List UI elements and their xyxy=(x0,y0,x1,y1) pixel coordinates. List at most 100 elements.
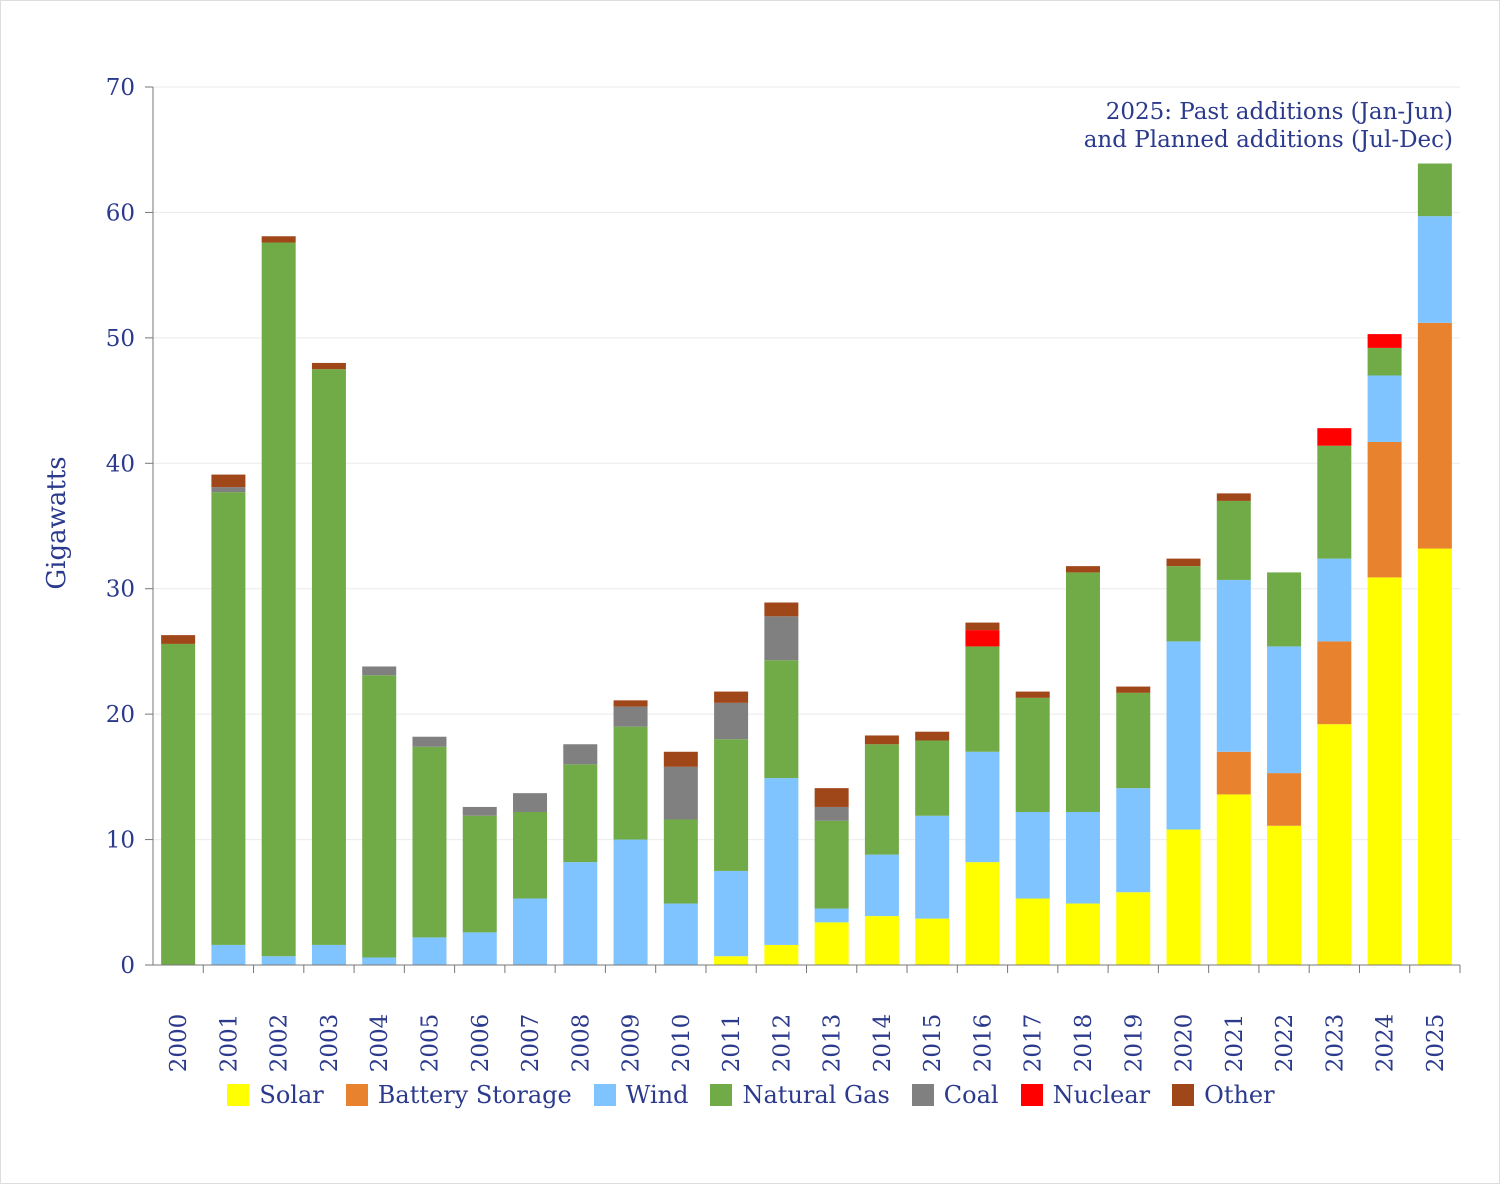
legend-swatch xyxy=(593,1084,616,1106)
bar-segment-solar-2018 xyxy=(1065,903,1100,965)
bar-segment-other-2017 xyxy=(1015,691,1050,698)
bar-segment-nuclear-2023 xyxy=(1317,428,1352,446)
x-tick-label: 2015 xyxy=(920,1014,946,1073)
bar-segment-other-2016 xyxy=(965,622,1000,631)
bar-segment-other-2011 xyxy=(714,691,749,703)
bar-segment-wind-2005 xyxy=(412,937,447,965)
x-tick-label: 2008 xyxy=(568,1014,594,1073)
bar-segment-natural-gas-2025 xyxy=(1417,163,1452,217)
x-tick-label: 2006 xyxy=(468,1014,494,1073)
y-tick-label: 10 xyxy=(106,828,135,854)
bar-segment-solar-2017 xyxy=(1015,898,1050,965)
bar-segment-other-2019 xyxy=(1116,686,1151,693)
x-tick-label: 2013 xyxy=(820,1014,846,1073)
legend-label: Battery Storage xyxy=(377,1081,572,1109)
x-tick-label: 2011 xyxy=(719,1014,745,1073)
bar-segment-wind-2001 xyxy=(211,944,246,965)
bar-segment-natural-gas-2023 xyxy=(1317,445,1352,559)
bar-segment-wind-2016 xyxy=(965,751,1000,863)
bar-segment-coal-2012 xyxy=(764,616,799,661)
legend-swatch xyxy=(227,1084,250,1106)
annotation-line-1: 2025: Past additions (Jan-Jun) xyxy=(1106,99,1453,125)
bar-segment-other-2001 xyxy=(211,474,246,488)
bar-segment-wind-2025 xyxy=(1417,216,1452,323)
bar-segment-natural-gas-2018 xyxy=(1065,572,1100,812)
bar-segment-natural-gas-2009 xyxy=(613,726,648,840)
bar-segment-natural-gas-2016 xyxy=(965,646,1000,752)
x-tick-label: 2001 xyxy=(216,1014,242,1073)
legend-swatch xyxy=(1020,1084,1043,1106)
bar-segment-other-2018 xyxy=(1065,566,1100,573)
legend-item: Wind xyxy=(593,1081,689,1109)
bar-segment-other-2010 xyxy=(663,751,698,767)
bar-segment-natural-gas-2021 xyxy=(1216,500,1251,580)
bar-segment-natural-gas-2017 xyxy=(1015,697,1050,812)
bar-segment-other-2014 xyxy=(864,735,899,745)
y-tick-label: 40 xyxy=(106,451,135,477)
x-tick-label: 2002 xyxy=(267,1014,293,1073)
x-tick-label: 2000 xyxy=(166,1014,192,1073)
bar-segment-natural-gas-2008 xyxy=(563,764,598,863)
x-tick-label: 2005 xyxy=(417,1014,443,1073)
x-tick-label: 2023 xyxy=(1322,1014,1348,1073)
bar-segment-wind-2009 xyxy=(613,839,648,965)
bar-segment-wind-2023 xyxy=(1317,558,1352,642)
bar-segment-coal-2009 xyxy=(613,706,648,727)
bar-segment-natural-gas-2011 xyxy=(714,739,749,871)
x-tick-label: 2012 xyxy=(769,1014,795,1073)
bar-segment-coal-2010 xyxy=(663,766,698,820)
bar-segment-solar-2015 xyxy=(915,918,950,965)
bar-segment-natural-gas-2022 xyxy=(1267,572,1302,647)
x-tick-label: 2003 xyxy=(317,1014,343,1073)
bar-segment-solar-2022 xyxy=(1267,825,1302,965)
x-tick-label: 2004 xyxy=(367,1014,393,1073)
bar-segment-coal-2013 xyxy=(814,806,849,821)
bar-segment-solar-2012 xyxy=(764,944,799,965)
x-tick-label: 2010 xyxy=(669,1014,695,1073)
legend-item: Battery Storage xyxy=(345,1081,572,1109)
bar-segment-coal-2006 xyxy=(462,806,497,816)
legend-item: Natural Gas xyxy=(710,1081,890,1109)
bar-segment-wind-2004 xyxy=(362,957,397,965)
bar-segment-wind-2014 xyxy=(864,854,899,917)
bar-segment-solar-2011 xyxy=(714,956,749,965)
bar-segment-nuclear-2024 xyxy=(1367,334,1402,348)
bar-segment-natural-gas-2006 xyxy=(462,815,497,933)
bar-segment-natural-gas-2014 xyxy=(864,744,899,855)
bar-segment-other-2000 xyxy=(161,635,196,644)
x-tick-label: 2018 xyxy=(1071,1014,1097,1073)
x-tick-label: 2021 xyxy=(1222,1014,1248,1073)
bar-segment-natural-gas-2004 xyxy=(362,675,397,958)
bar-segment-other-2002 xyxy=(261,236,296,243)
bar-segment-solar-2014 xyxy=(864,916,899,965)
y-tick-label: 0 xyxy=(120,953,135,979)
x-tick-label: 2022 xyxy=(1272,1014,1298,1073)
bar-segment-battery-storage-2024 xyxy=(1367,441,1402,578)
bar-segment-natural-gas-2000 xyxy=(161,643,196,965)
legend-item: Nuclear xyxy=(1020,1081,1150,1109)
bar-segment-natural-gas-2013 xyxy=(814,820,849,909)
bar-segment-natural-gas-2012 xyxy=(764,660,799,779)
bar-segment-solar-2013 xyxy=(814,922,849,965)
y-tick-label: 30 xyxy=(106,577,135,603)
x-tick-label: 2019 xyxy=(1121,1014,1147,1073)
bar-segment-natural-gas-2015 xyxy=(915,740,950,816)
bar-segment-natural-gas-2024 xyxy=(1367,347,1402,376)
legend-label: Wind xyxy=(625,1081,689,1109)
bar-segment-natural-gas-2020 xyxy=(1166,566,1201,642)
x-tick-label: 2009 xyxy=(619,1014,645,1073)
bar-segment-wind-2012 xyxy=(764,778,799,945)
legend-item: Coal xyxy=(911,1081,999,1109)
bar-segment-wind-2020 xyxy=(1166,641,1201,830)
bar-segment-wind-2018 xyxy=(1065,811,1100,904)
bar-segment-battery-storage-2021 xyxy=(1216,751,1251,795)
bar-segment-wind-2006 xyxy=(462,932,497,965)
bar-segment-coal-2008 xyxy=(563,744,598,765)
bar-segment-solar-2020 xyxy=(1166,829,1201,965)
y-axis-label: Gigawatts xyxy=(42,456,72,589)
bar-segment-coal-2004 xyxy=(362,666,397,676)
bar-segment-battery-storage-2022 xyxy=(1267,773,1302,826)
bar-segment-wind-2013 xyxy=(814,908,849,923)
x-tick-label: 2020 xyxy=(1172,1014,1198,1073)
